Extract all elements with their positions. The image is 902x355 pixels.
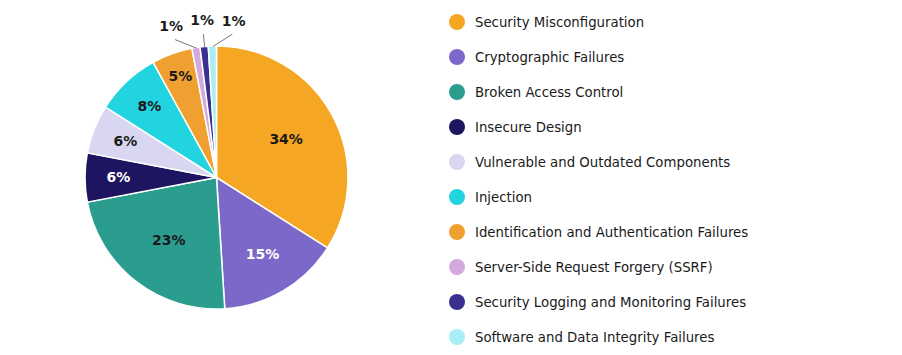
html-text:Security Misconfiguration: Security Misconfiguration [475,14,645,30]
html-text:Software and Data Integrity Fa: Software and Data Integrity Failures [475,329,715,345]
html-text:Identification and Authenticat: Identification and Authentication Failur… [475,224,749,240]
svg-text:34%: 34% [269,131,303,147]
html-text:Broken Access Control: Broken Access Control [475,84,624,100]
html-text:Cryptographic Failures: Cryptographic Failures [475,49,625,65]
svg-text:1%: 1% [190,12,214,28]
svg-text:15%: 15% [246,246,280,262]
html-text:Insecure Design: Insecure Design [475,119,582,135]
svg-text:6%: 6% [106,169,130,185]
svg-text:8%: 8% [138,98,162,114]
svg-text:1%: 1% [159,18,183,34]
html-text:Security Logging and Monitorin: Security Logging and Monitoring Failures [475,294,747,310]
svg-text:1%: 1% [222,13,246,29]
svg-text:6%: 6% [113,133,137,149]
svg-text:23%: 23% [152,232,186,248]
html-text:Server-Side Request Forgery (S: Server-Side Request Forgery (SSRF) [475,259,713,275]
html-text:Vulnerable and Outdated Compon: Vulnerable and Outdated Components [475,154,731,170]
html-text:Injection: Injection [475,189,532,205]
svg-text:5%: 5% [169,68,193,84]
